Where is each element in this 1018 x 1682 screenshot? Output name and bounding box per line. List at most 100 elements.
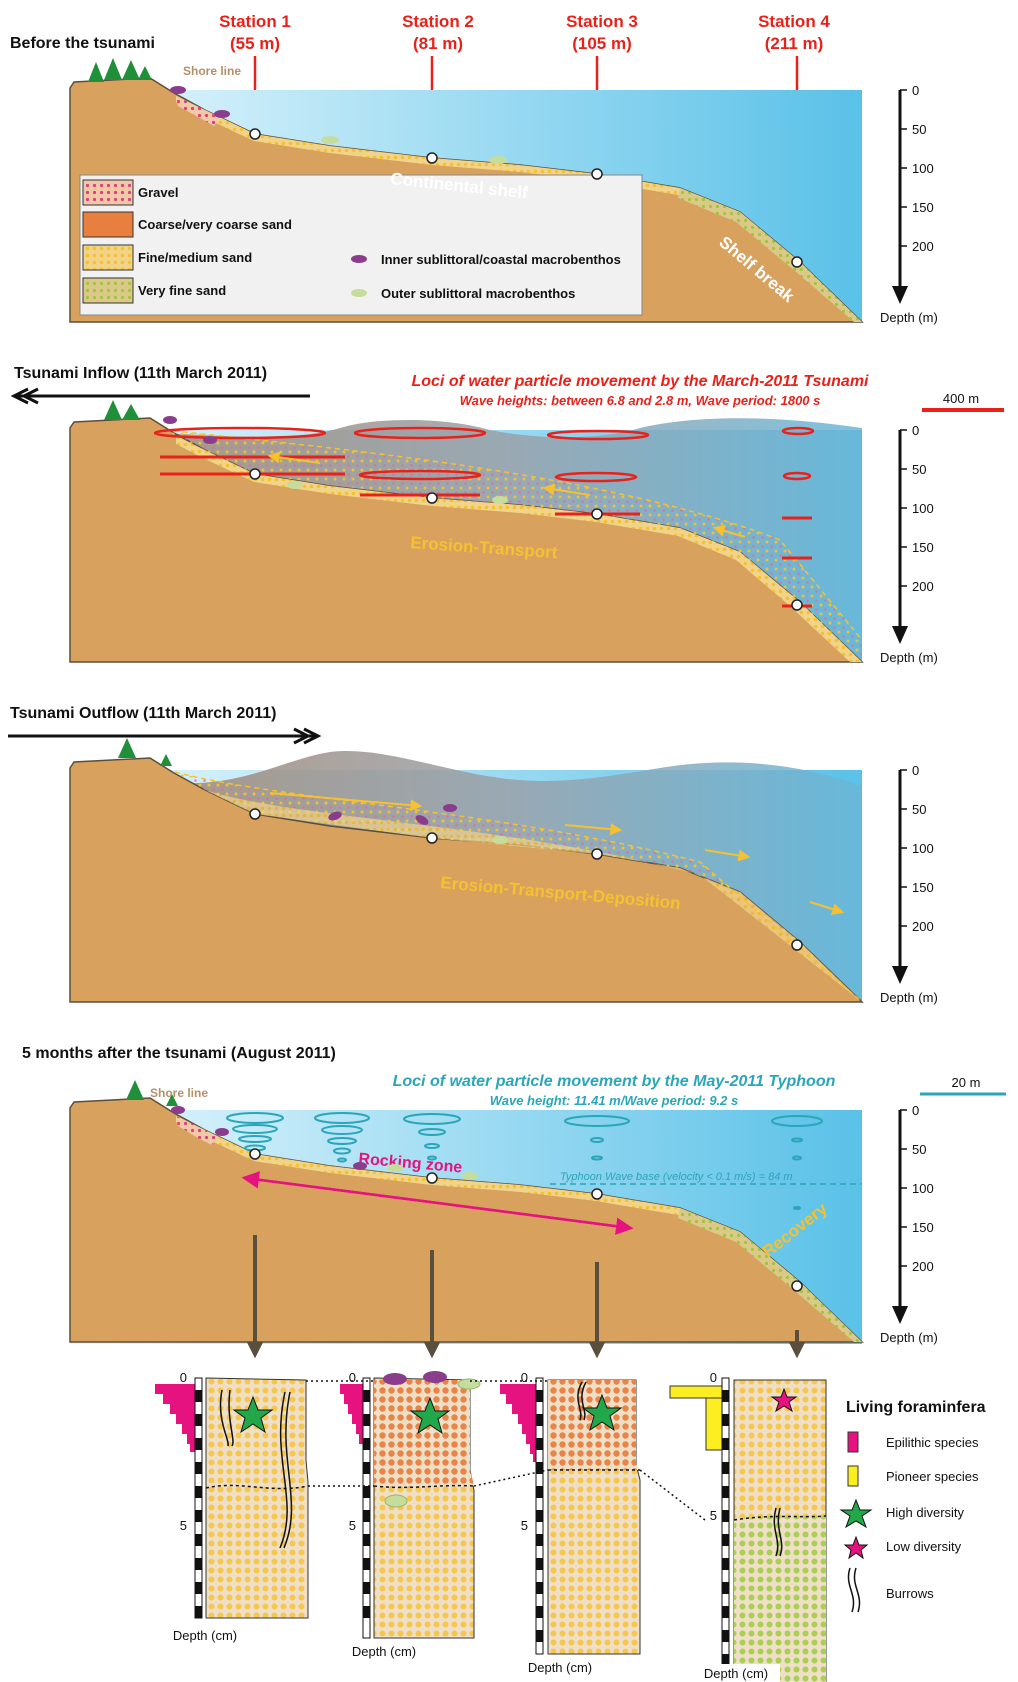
depth-tick-label: 0 [912,763,919,778]
typhoon-scale-label: 20 m [952,1075,981,1090]
depth-tick-label: 100 [912,161,934,176]
outer-macrobenthos-icon [489,156,507,164]
inner-macrobenthos-icon [353,1162,367,1170]
foram-legend-epilithic: Epilithic species [886,1435,979,1450]
outer-macrobenthos-icon [287,481,303,489]
foram-legend-low-diversity: Low diversity [886,1539,962,1554]
station-points [249,808,803,951]
core-arrows [247,1235,805,1359]
rocking-zone-arrow-left [241,1171,631,1230]
very-fine-sand-swatch [82,277,134,304]
fine-sand-swatch [82,244,134,271]
suspended-sediment [165,430,862,662]
depth-scale: 0 50 100 150 200 Depth (m) [880,763,938,1005]
depth-tick-label: 150 [912,540,934,555]
transport-boundary [164,429,863,641]
depth-tick-label: 100 [912,841,934,856]
typhoon-loci-subtitle: Wave height: 11.41 m/Wave period: 9.2 s [490,1093,739,1108]
double-chevron-left-icon [10,387,39,405]
core-station-2: 0 5 Depth (cm) [340,1370,481,1659]
outer-macrobenthos-icon [351,289,367,297]
pioneer-swatch [847,1465,859,1487]
epilithic-bars [155,1384,195,1452]
foram-legend-pioneer: Pioneer species [886,1469,979,1484]
core-depth-label: Depth (cm) [704,1666,768,1681]
outer-macrobenthos-icon [387,1164,403,1172]
gravel-layer [176,96,220,126]
inner-macrobenthos-icon [383,1373,407,1385]
depth-scale: 0 50 100 150 200 Depth (m) [880,423,938,665]
station-labels: Station 1 (55 m) Station 2 (81 m) Statio… [219,12,830,53]
inner-macrobenthos-icon [328,811,342,821]
legend-very-fine-sand: Very fine sand [138,283,226,298]
station-4-depth: (211 m) [765,34,824,53]
forest-icon [104,400,140,420]
core-depth-label: Depth (cm) [173,1628,237,1643]
depth-tick-label: 200 [912,239,934,254]
depth-axis-label: Depth (m) [880,310,938,325]
burrow-icon [847,1567,861,1613]
arrow-down-icon [892,626,908,644]
core-station-1: 0 5 Depth (cm) [155,1370,309,1643]
depth-tick-label: 50 [912,1142,926,1157]
depth-tick-label: 200 [912,579,934,594]
foram-legend-title: Living foraminfera [846,1399,986,1416]
outer-macrobenthos-icon [492,496,508,504]
station-4-name: Station 4 [758,12,830,31]
depth-tick-label: 0 [912,423,919,438]
legend-box: Gravel Coarse/very coarse sand Fine/medi… [79,174,643,316]
gravel-swatch [82,179,134,206]
foram-legend-burrows: Burrows [886,1586,934,1601]
legend-fine-sand: Fine/medium sand [138,250,252,265]
core-depth-tick-5: 5 [710,1508,717,1523]
station-3-name: Station 3 [566,12,638,31]
high-diversity-star-icon [839,1498,873,1529]
burrow-icon [577,1381,587,1421]
outer-macrobenthos-icon [321,136,339,144]
very-fine-sand-layer [678,1208,862,1342]
outer-macrobenthos-icon [457,1378,481,1390]
foram-legend-high-diversity: High diversity [886,1505,965,1520]
core-coarse-layer [374,1380,474,1488]
panel-title: 5 months after the tsunami (August 2011) [22,1045,336,1062]
core-sediment [205,1377,309,1619]
legend-coarse-sand: Coarse/very coarse sand [138,217,292,232]
arrow-down-icon [892,1306,908,1324]
arrow-down-icon [892,966,908,984]
epilithic-swatch [847,1431,859,1453]
core-depth-tick-0: 0 [710,1370,717,1385]
station-2-depth: (81 m) [413,34,463,53]
station-points [249,128,803,268]
pioneer-bars [669,1385,723,1451]
legend-inner-macrobenthos: Inner sublittoral/coastal macrobenthos [381,252,621,267]
tsunami-loci-subtitle: Wave heights: between 6.8 and 2.8 m, Wav… [460,393,821,408]
epilithic-bars [340,1384,363,1444]
panel-title: Tsunami Inflow (11th March 2011) [14,365,267,382]
legend-gravel: Gravel [138,185,178,200]
panel-tsunami-inflow: Tsunami Inflow (11th March 2011) Loci of… [10,365,1004,663]
shoreline-label: Shore line [183,64,241,78]
fine-sand-layer [176,1116,862,1342]
core-depth-label: Depth (cm) [352,1644,416,1659]
low-diversity-star-icon [843,1535,869,1560]
core-station-4: 0 5 [669,1370,827,1682]
depth-tick-label: 200 [912,1259,934,1274]
forest-icon [126,1080,178,1106]
depth-scale: 0 50 100 150 200 Depth (m) [880,83,938,325]
tsunami-scale-label: 400 m [943,391,979,406]
double-chevron-right-icon [293,727,322,745]
core-boundary [205,1484,309,1490]
panel-title: Before the tsunami [10,35,155,52]
core-depth-tick-0: 0 [349,1370,356,1385]
core-correlation-lines [306,1380,706,1521]
inner-macrobenthos-icon [214,110,230,118]
station-points [249,1148,803,1292]
outer-macrobenthos-icon [384,1494,408,1508]
high-diversity-star-icon [581,1393,623,1432]
depth-tick-label: 150 [912,1220,934,1235]
fine-sand-layer [176,436,862,662]
panel-before-tsunami: Before the tsunami Station 1 (55 m) Stat… [10,12,864,323]
depth-axis-label: Depth (m) [880,990,938,1005]
inner-macrobenthos-icon [423,1371,447,1383]
